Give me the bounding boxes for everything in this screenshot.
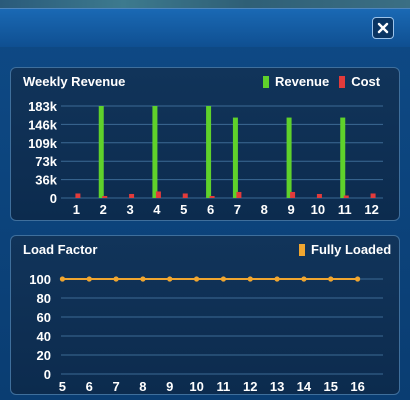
- load-x-tick: 12: [243, 379, 257, 394]
- load-y-tick: 60: [37, 310, 51, 325]
- load-y-tick: 80: [37, 291, 51, 306]
- revenue-bar: [340, 117, 346, 198]
- revenue-x-tick: 4: [153, 202, 161, 217]
- revenue-bar: [286, 117, 292, 198]
- load-point: [193, 276, 200, 282]
- load-factor-chart: 100 80 60 40 20 05 6 7 8 9 10 11 12 13 14 15 16: [29, 272, 383, 394]
- revenue-x-tick: 6: [207, 202, 214, 217]
- load-factor-panel: Load Factor Fully Loaded 100 80 60 40 20 0 5 6 7…: [10, 235, 400, 395]
- cost-bar: [316, 193, 322, 198]
- revenue-x-tick: 9: [287, 202, 294, 217]
- load-x-tick: 8: [139, 379, 146, 394]
- revenue-x-tick: 7: [234, 202, 241, 217]
- load-y-tick: 100: [29, 272, 51, 287]
- load-x-tick: 5: [59, 379, 66, 394]
- cost-bar: [209, 196, 215, 198]
- revenue-bar: [232, 117, 238, 198]
- cost-legend-label: Cost: [351, 74, 381, 89]
- revenue-x-tick: 2: [100, 202, 107, 217]
- load-x-tick: 14: [297, 379, 312, 394]
- load-x-tick: 10: [189, 379, 203, 394]
- load-chart-title: Load Factor: [23, 242, 98, 257]
- revenue-x-tick: 10: [311, 202, 325, 217]
- load-x-tick: 6: [86, 379, 93, 394]
- load-legend-label: Fully Loaded: [311, 242, 392, 257]
- revenue-bar: [206, 106, 212, 198]
- load-x-tick: 15: [324, 379, 338, 394]
- cost-bar: [236, 191, 242, 198]
- revenue-y-tick: 73k: [35, 154, 57, 169]
- revenue-x-tick: 5: [180, 202, 187, 217]
- close-icon: [377, 22, 389, 34]
- revenue-x-tick: 11: [338, 202, 352, 217]
- load-point: [140, 276, 146, 282]
- revenue-chart-title: Weekly Revenue: [23, 74, 126, 89]
- revenue-y-tick: 183k: [28, 99, 58, 114]
- load-y-tick: 0: [44, 367, 51, 382]
- load-point: [301, 276, 307, 282]
- cost-bar: [102, 196, 108, 198]
- cost-bar: [343, 195, 349, 198]
- load-point: [59, 276, 66, 282]
- revenue-x-tick: 12: [364, 202, 378, 217]
- revenue-y-tick: 146k: [28, 117, 58, 132]
- revenue-y-tick: 0: [50, 191, 57, 206]
- cost-bar: [370, 193, 376, 198]
- revenue-bar: [152, 106, 158, 198]
- load-x-tick: 13: [270, 379, 284, 394]
- cost-bar: [182, 193, 188, 198]
- revenue-x-tick: 8: [261, 202, 268, 217]
- load-point: [274, 276, 280, 282]
- cost-bar: [290, 191, 296, 198]
- cost-bar: [75, 193, 81, 198]
- load-legend-swatch: [299, 243, 305, 256]
- cost-bar: [155, 191, 161, 198]
- load-y-tick: 20: [37, 348, 51, 363]
- load-x-tick: 16: [350, 379, 364, 394]
- load-point: [220, 276, 227, 282]
- window-titlebar[interactable]: [0, 9, 410, 47]
- revenue-x-tick: 1: [73, 202, 80, 217]
- revenue-y-tick: 36k: [35, 173, 57, 188]
- load-point: [247, 276, 253, 282]
- load-x-tick: 7: [112, 379, 119, 394]
- load-y-tick: 40: [37, 329, 51, 344]
- revenue-y-tick: 109k: [28, 136, 58, 151]
- revenue-legend: Revenue Cost: [253, 74, 380, 89]
- revenue-x-tick: 3: [126, 202, 133, 217]
- close-button[interactable]: [372, 17, 394, 39]
- stats-window: Weekly Revenue Revenue Cost 183k 146k 109k…: [0, 8, 410, 400]
- load-legend: Fully Loaded: [289, 242, 391, 257]
- load-x-tick: 9: [166, 379, 173, 394]
- revenue-bar: [98, 106, 104, 198]
- load-point: [328, 276, 334, 282]
- cost-legend-swatch: [339, 75, 346, 88]
- load-point: [86, 276, 92, 282]
- load-point: [113, 276, 119, 282]
- load-point: [354, 276, 361, 282]
- revenue-legend-label: Revenue: [275, 74, 330, 89]
- revenue-panel: Weekly Revenue Revenue Cost 183k 146k 109k…: [10, 67, 400, 221]
- load-x-tick: 11: [217, 379, 231, 394]
- revenue-legend-swatch: [263, 75, 269, 88]
- cost-bar: [129, 193, 135, 198]
- load-point: [167, 276, 173, 282]
